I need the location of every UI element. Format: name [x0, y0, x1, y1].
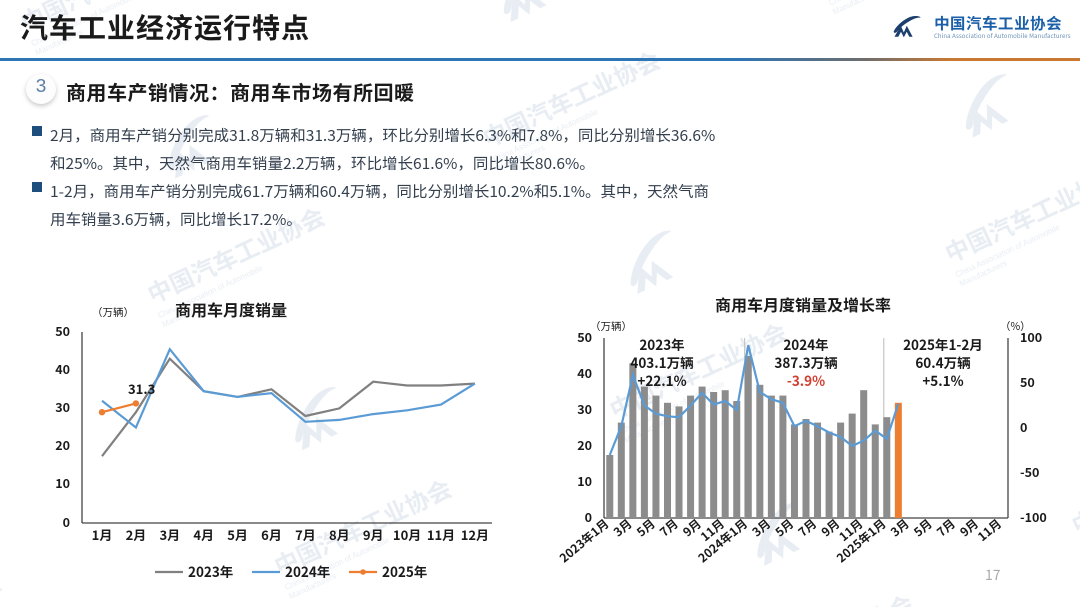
svg-text:2023年: 2023年 [188, 561, 234, 581]
svg-text:9月: 9月 [363, 525, 384, 544]
svg-text:5月: 5月 [772, 515, 798, 540]
svg-text:10月: 10月 [393, 525, 421, 544]
svg-text:8月: 8月 [329, 525, 350, 544]
svg-text:3月: 3月 [748, 515, 774, 540]
svg-text:1月: 1月 [92, 525, 113, 544]
svg-text:40: 40 [577, 363, 592, 382]
svg-text:-100: -100 [1020, 507, 1047, 526]
svg-text:403.1万辆: 403.1万辆 [630, 352, 693, 372]
svg-text:3月: 3月 [887, 515, 913, 540]
svg-text:2024年: 2024年 [783, 334, 829, 354]
svg-text:2023年: 2023年 [639, 334, 685, 354]
svg-text:7月: 7月 [795, 515, 821, 540]
svg-text:50: 50 [577, 327, 592, 346]
svg-text:7月: 7月 [933, 515, 959, 540]
svg-text:4月: 4月 [193, 525, 214, 544]
svg-text:2025年: 2025年 [382, 561, 428, 581]
svg-text:60.4万辆: 60.4万辆 [915, 352, 970, 372]
svg-text:7月: 7月 [656, 515, 682, 540]
svg-text:10: 10 [55, 473, 70, 492]
svg-text:11月: 11月 [974, 515, 1005, 545]
svg-text:+5.1%: +5.1% [922, 370, 963, 390]
svg-text:-50: -50 [1020, 462, 1039, 481]
svg-text:50: 50 [1020, 372, 1035, 391]
svg-text:0: 0 [1020, 417, 1027, 436]
svg-text:11月: 11月 [427, 525, 455, 544]
svg-text:3月: 3月 [610, 515, 636, 540]
svg-text:0: 0 [63, 512, 70, 531]
svg-text:30: 30 [577, 399, 592, 418]
svg-text:10: 10 [577, 471, 592, 490]
svg-text:5月: 5月 [910, 515, 936, 540]
svg-text:-3.9%: -3.9% [787, 370, 825, 390]
svg-text:2月: 2月 [126, 525, 147, 544]
svg-text:6月: 6月 [261, 525, 282, 544]
svg-text:12月: 12月 [461, 525, 489, 544]
svg-text:5月: 5月 [227, 525, 248, 544]
svg-text:40: 40 [55, 359, 70, 378]
svg-text:100: 100 [1020, 327, 1042, 346]
svg-text:387.3万辆: 387.3万辆 [774, 352, 837, 372]
svg-text:30: 30 [55, 397, 70, 416]
svg-text:20: 20 [577, 435, 592, 454]
svg-text:31.3: 31.3 [128, 379, 155, 398]
svg-text:20: 20 [55, 435, 70, 454]
svg-text:2024年: 2024年 [285, 561, 331, 581]
svg-text:50: 50 [55, 321, 70, 340]
svg-text:+22.1%: +22.1% [637, 370, 686, 390]
svg-text:3月: 3月 [159, 525, 180, 544]
svg-text:7月: 7月 [295, 525, 316, 544]
svg-text:5月: 5月 [633, 515, 659, 540]
svg-text:2025年1-2月: 2025年1-2月 [903, 334, 983, 354]
